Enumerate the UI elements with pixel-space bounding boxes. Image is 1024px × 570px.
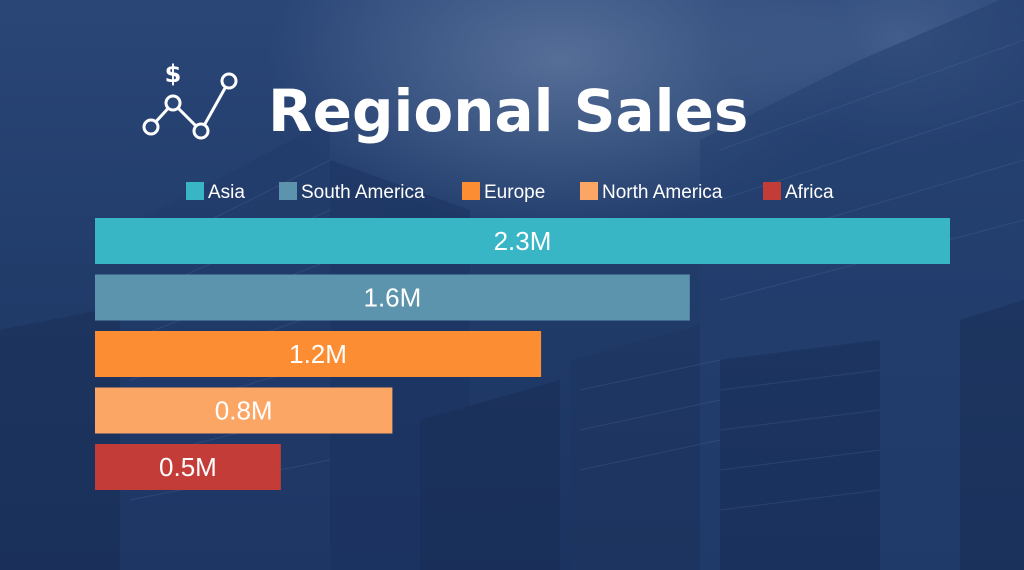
- legend-label-europe: Europe: [484, 182, 545, 203]
- chart-title: Regional Sales: [268, 77, 748, 145]
- bar-value-label-north-america: 0.8M: [215, 396, 273, 426]
- legend-label-north-america: North America: [602, 182, 723, 203]
- bar-value-label-south-america: 1.6M: [363, 283, 421, 313]
- legend-label-asia: Asia: [208, 182, 245, 203]
- bar-africa: [95, 444, 281, 490]
- legend-label-south-america: South America: [301, 182, 425, 203]
- legend-swatch-europe: [462, 182, 480, 200]
- chart-dollar-icon: $: [142, 60, 238, 140]
- bar-value-label-europe: 1.2M: [289, 339, 347, 369]
- legend-label-africa: Africa: [785, 182, 834, 203]
- legend-swatch-north-america: [580, 182, 598, 200]
- bar-value-label-asia: 2.3M: [494, 226, 552, 256]
- legend: Asia South America Europe North America Afri…: [186, 182, 834, 203]
- legend-swatch-south-america: [279, 182, 297, 200]
- bar-south-america: [95, 274, 690, 321]
- svg-text:$: $: [165, 60, 182, 88]
- bar-north-america: [95, 387, 393, 434]
- bar-europe: [95, 331, 542, 377]
- bar-asia: [95, 218, 950, 264]
- legend-swatch-africa: [763, 182, 781, 200]
- bars-group: 2.3M 1.6M 1.2M 0.8M 0.5M: [95, 218, 950, 490]
- legend-swatch-asia: [186, 182, 204, 200]
- bar-value-label-africa: 0.5M: [159, 452, 217, 482]
